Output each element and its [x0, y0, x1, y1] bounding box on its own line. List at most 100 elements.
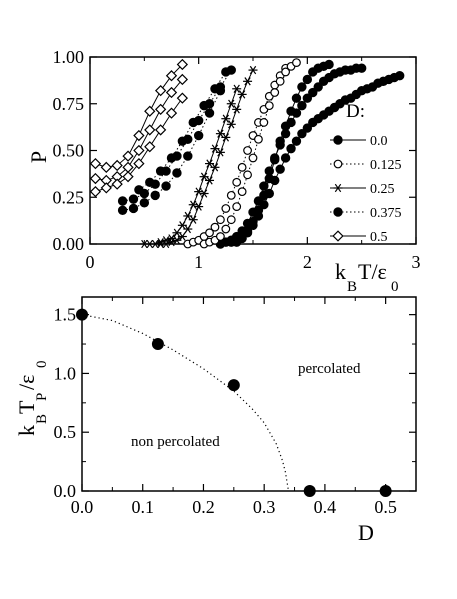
- data-point: [210, 84, 220, 94]
- bottom-ylabel-B: B: [34, 414, 50, 424]
- y-tick-label: 0.0: [54, 481, 77, 501]
- data-point: [154, 103, 167, 116]
- series-0-0: [232, 59, 334, 247]
- data-point: [232, 202, 242, 212]
- data-point: [145, 177, 155, 187]
- data-point: [205, 159, 215, 168]
- data-point: [134, 185, 144, 195]
- bottom-plot-frame: [81, 296, 417, 492]
- data-point: [210, 144, 220, 153]
- y-tick-label: 1.00: [53, 47, 85, 67]
- asterisk-stroke: [244, 77, 251, 86]
- data-point: [297, 82, 307, 92]
- data-point: [221, 204, 231, 213]
- x-tick-label: 0.5: [374, 497, 397, 517]
- asterisk-stroke: [238, 90, 246, 99]
- data-point: [194, 187, 204, 196]
- data-point: [232, 84, 242, 93]
- data-point: [199, 189, 209, 198]
- data-point: [215, 215, 225, 225]
- data-point: [237, 162, 247, 172]
- data-point: [144, 124, 156, 136]
- data-point: [215, 232, 225, 241]
- y-tick-label: 1.5: [54, 305, 77, 325]
- data-point: [150, 239, 160, 249]
- x-tick-label: 0.2: [192, 497, 215, 517]
- data-point: [226, 190, 236, 200]
- data-point: [76, 308, 88, 321]
- data-point: [128, 203, 139, 214]
- data-point: [248, 153, 258, 163]
- asterisk-stroke: [217, 148, 224, 157]
- data-point: [122, 150, 134, 162]
- data-point: [117, 196, 128, 206]
- y-tick-label: 1.0: [54, 363, 77, 383]
- data-point: [275, 76, 285, 86]
- asterisk-stroke: [173, 228, 181, 237]
- data-point: [128, 194, 139, 204]
- y-tick-label: 0.75: [53, 94, 85, 114]
- asterisk-stroke: [206, 159, 213, 168]
- asterisk-stroke: [195, 202, 202, 211]
- asterisk-stroke: [157, 237, 164, 247]
- data-point: [172, 228, 182, 237]
- data-point: [281, 67, 291, 77]
- bottom-ylabel-k: k: [14, 425, 39, 436]
- asterisk-stroke: [228, 99, 235, 108]
- data-point: [232, 177, 242, 187]
- legend-item: 0.125: [330, 158, 402, 173]
- data-point: [166, 153, 177, 163]
- data-point: [89, 172, 102, 185]
- legend-item: 0.375: [330, 206, 402, 221]
- data-point: [188, 200, 198, 209]
- asterisk-stroke: [249, 65, 257, 75]
- series-0-5: [89, 58, 189, 173]
- y-tick-label: 0.5: [54, 422, 77, 442]
- series-0-125: [199, 58, 301, 249]
- asterisk-stroke: [228, 120, 235, 129]
- data-point: [89, 157, 102, 170]
- data-point: [254, 134, 263, 144]
- data-point: [100, 161, 112, 173]
- x-tick-label: 0: [86, 252, 95, 272]
- data-point: [172, 168, 182, 178]
- data-point: [100, 182, 112, 194]
- asterisk-stroke: [233, 84, 240, 93]
- data-point: [177, 136, 188, 146]
- legend-marker: [332, 230, 344, 242]
- data-point: [248, 216, 258, 227]
- data-point: [205, 228, 214, 238]
- data-point: [155, 166, 166, 176]
- data-point: [154, 124, 167, 136]
- data-point: [280, 121, 291, 131]
- data-point: [395, 71, 405, 81]
- data-point: [226, 99, 236, 108]
- legend-title: D:: [346, 101, 365, 122]
- data-point: [270, 88, 280, 97]
- asterisk-stroke: [222, 114, 230, 123]
- data-point: [151, 338, 164, 351]
- data-point: [286, 143, 296, 154]
- x-tick-label: 3: [412, 252, 421, 272]
- legend-marker: [333, 183, 343, 193]
- annotation-non-percolated: non percolated: [131, 434, 220, 450]
- legend-marker: [333, 135, 343, 145]
- annotation-percolated: percolated: [298, 361, 361, 377]
- phase-boundary-line: [81, 314, 290, 492]
- data-point: [302, 93, 313, 103]
- asterisk-stroke: [200, 172, 208, 181]
- asterisk-stroke: [168, 234, 175, 243]
- top-xlabel-k: k: [335, 259, 346, 284]
- data-point: [237, 90, 247, 99]
- data-point: [356, 63, 367, 73]
- asterisk-stroke: [141, 239, 148, 249]
- data-point: [292, 58, 301, 68]
- top-legend: D: 0.0 0.125 0.25 0.375 0.5: [330, 101, 402, 245]
- data-point: [161, 239, 171, 249]
- data-point: [111, 159, 123, 172]
- data-point: [183, 151, 193, 161]
- asterisk-stroke: [162, 239, 170, 249]
- legend-label: 0.125: [370, 158, 402, 173]
- data-point: [176, 92, 189, 104]
- data-point: [275, 164, 285, 174]
